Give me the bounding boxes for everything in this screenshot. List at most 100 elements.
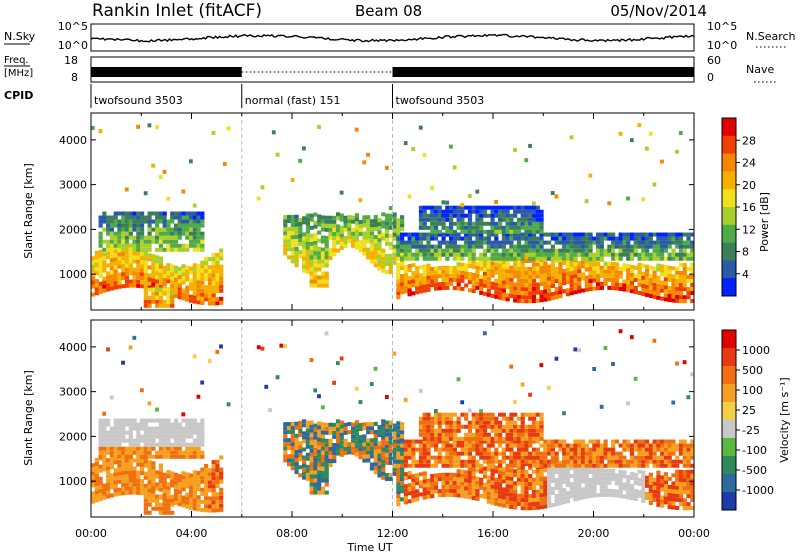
- heat-cell: [580, 276, 586, 281]
- heat-cell: [513, 274, 518, 279]
- heat-cell: [139, 438, 145, 443]
- heat-cell: [475, 236, 480, 241]
- heat-cell: [433, 270, 439, 275]
- heat-cell: [177, 271, 182, 276]
- heat-cell: [403, 488, 408, 493]
- heat-cell: [426, 416, 431, 421]
- heat-cell: [550, 191, 555, 196]
- heat-cell: [381, 463, 386, 468]
- heat-cell: [173, 277, 179, 282]
- heat-cell: [324, 331, 329, 336]
- heat-cell: [513, 286, 518, 291]
- heat-cell: [641, 279, 646, 284]
- heat-cell: [475, 420, 480, 425]
- heat-cell: [562, 240, 567, 245]
- heat-cell: [132, 243, 137, 248]
- heat-cell: [633, 265, 638, 270]
- heat-cell: [596, 274, 601, 279]
- heat-cell: [505, 205, 510, 210]
- heat-cell: [592, 443, 597, 448]
- heat-cell: [592, 481, 597, 486]
- heat-cell: [577, 273, 582, 278]
- heat-cell: [524, 482, 529, 487]
- heat-cell: [351, 446, 356, 451]
- heat-cell: [520, 236, 525, 241]
- heat-cell: [464, 478, 469, 483]
- heat-cell: [618, 244, 623, 249]
- heat-cell: [539, 476, 544, 482]
- heat-cell: [139, 260, 145, 265]
- heat-cell: [320, 442, 326, 447]
- heat-cell: [622, 486, 627, 491]
- heat-cell: [464, 451, 469, 456]
- heat-cell: [441, 455, 446, 460]
- heat-cell: [328, 426, 333, 431]
- heat-cell: [185, 243, 190, 248]
- heat-cell: [588, 173, 593, 178]
- heat-cell: [437, 420, 442, 425]
- heat-cell: [618, 252, 623, 257]
- heat-cell: [407, 475, 412, 480]
- heat-cell: [94, 486, 99, 491]
- heat-cell: [204, 261, 209, 266]
- heat-cell: [155, 418, 160, 423]
- heat-cell: [550, 474, 555, 479]
- heat-cell: [656, 439, 661, 444]
- y-tick-label: 3000: [59, 386, 87, 399]
- heat-cell: [418, 480, 424, 485]
- heat-cell: [501, 479, 506, 484]
- heat-cell: [98, 239, 103, 244]
- heat-cell: [200, 475, 205, 480]
- heat-cell: [188, 239, 194, 244]
- heat-cell: [128, 271, 133, 276]
- heat-cell: [143, 450, 148, 455]
- heat-cell: [200, 219, 205, 224]
- heat-cell: [486, 443, 491, 448]
- heat-cell: [671, 236, 676, 241]
- heat-cell: [128, 243, 133, 248]
- heat-cell: [317, 433, 322, 438]
- heat-cell: [151, 498, 156, 503]
- heat-cell: [498, 244, 503, 249]
- heat-cell: [452, 221, 457, 226]
- heat-cell: [562, 455, 567, 460]
- heat-cell: [283, 219, 288, 224]
- heat-cell: [524, 209, 529, 214]
- heat-cell: [109, 461, 115, 466]
- y-tick-label: 1000: [59, 268, 87, 281]
- heat-cell: [94, 271, 99, 276]
- heat-cell: [181, 430, 186, 435]
- heat-cell: [479, 432, 484, 437]
- heat-cell: [136, 279, 141, 284]
- heat-cell: [192, 247, 197, 252]
- heat-cell: [313, 236, 318, 241]
- heat-cell: [400, 426, 405, 431]
- heat-cell: [358, 248, 363, 253]
- heat-cell: [211, 480, 216, 485]
- heat-cell: [196, 292, 201, 297]
- heat-cell: [335, 427, 341, 432]
- heat-cell: [109, 434, 115, 439]
- heat-cell: [332, 380, 336, 385]
- heat-cell: [121, 450, 126, 455]
- heat-cell: [569, 463, 574, 468]
- heat-cell: [339, 217, 344, 222]
- heat-cell: [509, 443, 514, 448]
- heat-cell: [400, 232, 405, 237]
- heat-cell: [543, 293, 548, 298]
- heat-cell: [490, 436, 495, 441]
- heat-cell: [215, 476, 220, 481]
- heat-cell: [569, 135, 574, 140]
- velocity-colorbar-tick-label: -1000: [742, 484, 774, 497]
- y-tick-label: 2000: [59, 223, 87, 236]
- heat-cell: [475, 221, 480, 226]
- heat-cell: [520, 270, 525, 275]
- heat-cell: [637, 455, 642, 460]
- heat-cell: [626, 264, 631, 269]
- heat-cell: [588, 279, 593, 284]
- heat-cell: [690, 443, 695, 448]
- heat-cell: [196, 499, 201, 504]
- heat-cell: [516, 439, 522, 444]
- heat-cell: [309, 466, 314, 471]
- heat-cell: [317, 465, 322, 470]
